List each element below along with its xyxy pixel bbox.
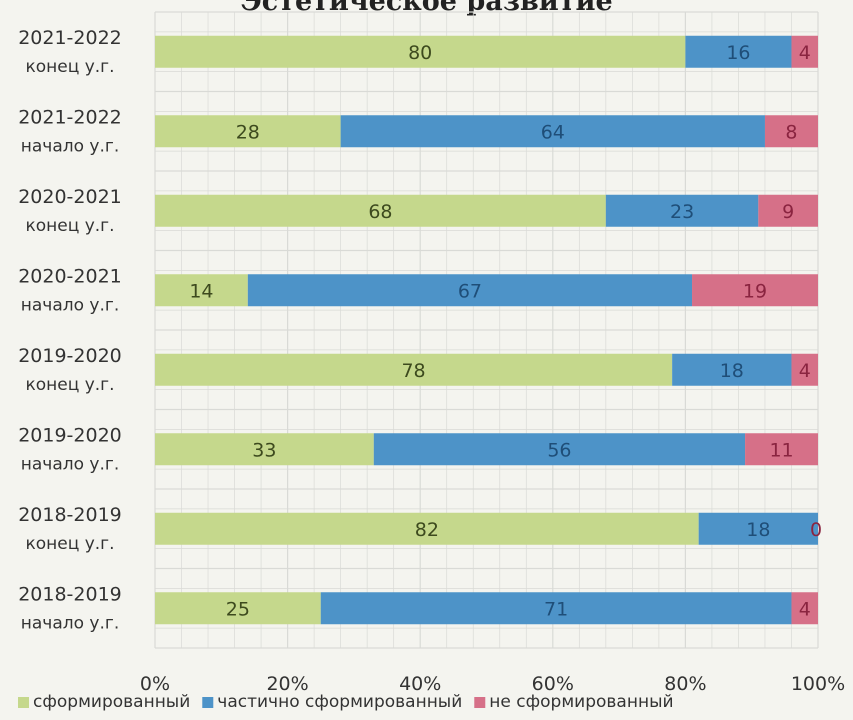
- bar-segment: [247, 274, 693, 307]
- bar-segment: [745, 433, 818, 466]
- bar-segment: [605, 194, 759, 227]
- bar-segment: [672, 353, 792, 386]
- data-label: 80: [408, 42, 432, 64]
- category-label-year: 2019-2020: [18, 345, 122, 367]
- x-tick-label: 100%: [791, 673, 845, 695]
- data-label: 8: [785, 121, 797, 143]
- bar-segment: [155, 353, 673, 386]
- bar-segment: [791, 592, 818, 625]
- category-label-period: начало у.г.: [21, 295, 119, 315]
- category-label-year: 2019-2020: [18, 424, 122, 446]
- data-label: 82: [415, 519, 439, 541]
- legend: сформированный частично сформированный не …: [18, 692, 674, 712]
- bar-segment: [155, 115, 341, 148]
- data-label: 25: [226, 598, 250, 620]
- bar-segment: [320, 592, 792, 625]
- bar-segment: [685, 35, 792, 68]
- bar-segment: [791, 353, 818, 386]
- x-tick-label: 20%: [266, 673, 308, 695]
- bar-segment: [155, 194, 606, 227]
- data-label: 11: [769, 439, 793, 461]
- bar-segment: [758, 194, 818, 227]
- category-label-year: 2018-2019: [18, 583, 122, 605]
- data-label: 33: [252, 439, 276, 461]
- legend-swatch: [202, 697, 214, 708]
- data-label: 56: [547, 439, 571, 461]
- data-label: 4: [799, 598, 811, 620]
- data-label: 9: [782, 201, 794, 223]
- data-label: 16: [726, 42, 750, 64]
- bar-segment: [698, 512, 818, 545]
- category-label-period: начало у.г.: [21, 454, 119, 474]
- data-label: 23: [670, 201, 694, 223]
- bar-segment: [791, 35, 818, 68]
- legend-entry: частично сформированный: [217, 692, 462, 712]
- bar-segment: [155, 433, 374, 466]
- x-tick-label: 80%: [664, 673, 706, 695]
- bar-segment: [373, 433, 746, 466]
- x-tick-label: 60%: [532, 673, 574, 695]
- bar-segment: [155, 592, 321, 625]
- category-label-year: 2020-2021: [18, 265, 122, 287]
- axis-layer: 2021-2022 конец у.г. 2021-2022 начало у.г. 2…: [18, 27, 845, 695]
- data-label: 64: [541, 121, 565, 143]
- category-label-period: конец у.г.: [25, 534, 114, 554]
- data-label: 67: [458, 280, 482, 302]
- category-label-period: конец у.г.: [25, 57, 114, 77]
- category-label-year: 2018-2019: [18, 504, 122, 526]
- bar-segment: [764, 115, 818, 148]
- category-label-period: начало у.г.: [21, 613, 119, 633]
- data-label: 0: [810, 519, 822, 541]
- bar-segment: [340, 115, 765, 148]
- category-label-period: конец у.г.: [25, 375, 114, 395]
- data-label: 78: [401, 360, 425, 382]
- data-label: 68: [368, 201, 392, 223]
- legend-entry: не сформированный: [489, 692, 673, 712]
- bars-layer: [155, 35, 818, 625]
- legend-entry: сформированный: [33, 692, 190, 712]
- category-label-year: 2021-2022: [18, 106, 122, 128]
- chart-title: Эстетическое развитие: [240, 0, 613, 17]
- grid-layer: [154, 11, 819, 649]
- data-label: 18: [746, 519, 770, 541]
- labels-layer: 80 16 4 28 64 8 68 23 9 14 67 19 78 18 4 33 56 11 82 18 0 25 7…: [189, 42, 822, 621]
- legend-swatch: [474, 697, 486, 708]
- bar-segment: [155, 35, 686, 68]
- category-label-year: 2021-2022: [18, 27, 122, 49]
- bar-segment: [155, 274, 248, 307]
- x-tick-label: 0%: [140, 673, 170, 695]
- legend-swatch: [18, 697, 29, 708]
- bar-segment: [692, 274, 818, 307]
- category-label-period: начало у.г.: [21, 136, 119, 156]
- data-label: 28: [236, 121, 260, 143]
- bar-segment: [155, 512, 699, 545]
- data-label: 14: [189, 280, 213, 302]
- data-label: 4: [799, 42, 811, 64]
- x-tick-label: 40%: [399, 673, 441, 695]
- category-label-year: 2020-2021: [18, 186, 122, 208]
- data-label: 4: [799, 360, 811, 382]
- data-label: 18: [720, 360, 744, 382]
- category-label-period: конец у.г.: [25, 216, 114, 236]
- data-label: 19: [743, 280, 767, 302]
- data-label: 71: [544, 598, 568, 620]
